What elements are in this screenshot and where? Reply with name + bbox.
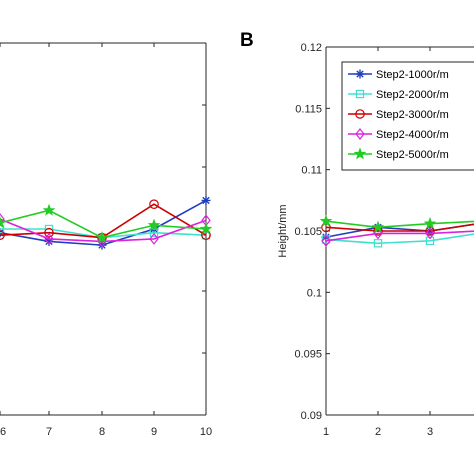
legend-marker [355,109,365,119]
panel-a-data-point [201,195,211,205]
marker-stroke [202,196,210,205]
panel-b-data-point [319,214,333,227]
panel-b-y-tick-label: 0.09 [301,410,322,422]
panel-b-y-tick-label: 0.105 [294,226,322,238]
panel-b-data-point [425,226,435,236]
panel-a-x-tick-label: 7 [46,426,52,438]
panel-b-x-tick-label: 3 [427,426,433,438]
panel-a-data-point [0,224,5,234]
panel-a-x-tick-label: 9 [151,426,157,438]
panel-a-data-point [42,203,56,216]
legend-entry: Step2-2000r/m [348,89,449,101]
legend-entry: Step2-3000r/m [348,109,449,121]
panel-a-x-tick-label: 8 [99,426,105,438]
panel-a-series-5 [0,203,213,244]
panel-b-series-line [325,223,474,232]
legend-entry: Step2-5000r/m [348,147,449,161]
legend-label: Step2-3000r/m [376,109,449,121]
panel-b-x-tick-label: 2 [375,426,381,438]
panel-b-data-point [371,220,385,233]
panel-a-series-line [0,203,207,239]
legend-label: Step2-1000r/m [376,69,449,81]
panel-b-y-axis-label: Height/mm [277,204,289,257]
legend-marker [355,89,365,99]
legend-entry: Step2-4000r/m [348,128,449,141]
panel-b-data-point [425,236,435,246]
panel-a-data-point [0,213,5,226]
panel-b-data-point [423,216,437,230]
legend-entry: Step2-1000r/m [348,69,449,81]
panel-b-y-tick-label: 0.12 [301,42,322,54]
panel-b-chart: 0.09 0.095 0.1 0.105 0.11 0.115 0.12 1 2 3 Height/… [277,42,474,438]
panel-a-data-point [149,228,159,237]
panel-a-data-point [0,216,7,229]
legend-marker [355,128,365,140]
panel-a-data-point [199,222,213,235]
panel-a-data-point [149,199,159,209]
panel-b-legend: Step2-1000r/m Step2-2000r/m Step2-3000r/m S… [341,61,474,171]
marker-stroke [0,229,4,234]
panel-b-y-tick-label: 0.11 [301,165,322,177]
legend-label: Step2-5000r/m [376,149,449,161]
panel-b-data-point [321,234,331,247]
legend-label: Step2-2000r/m [376,89,449,101]
panel-a-data-point [44,227,54,238]
legend-marker [353,147,367,160]
panel-b-series-line [325,230,474,242]
panel-a-data-point [44,232,54,245]
panel-b-series-5 [319,214,474,233]
panel-b-series-2 [321,233,474,248]
panel-a-data-point [149,232,159,245]
panel-b-data-point [425,227,435,240]
panel-a-data-point [95,231,109,244]
panel-b-y-tick-label: 0.115 [295,103,322,115]
panel-b-x-tick-label: 1 [323,426,329,438]
panel-b-y-tick-label: 0.1 [307,287,322,299]
legend-label: Step2-4000r/m [376,129,449,141]
panel-a-series-line [0,218,207,243]
panel-b-y-tick-label: 0.095 [294,349,322,361]
panel-a-chart: 6 7 8 9 10 [0,42,213,438]
panel-a-x-tick-label: 6 [0,426,6,438]
marker-stroke [356,70,364,78]
panel-a-x-tick-label: 10 [200,426,212,438]
panel-b-data-point [373,239,383,248]
panel-a-data-point [0,230,5,240]
panel-b-label: B [240,30,254,51]
panel-a-data-point [147,218,161,231]
legend-marker [355,69,365,79]
panel-b-series-line [325,220,474,229]
panel-b-series-line [325,233,474,245]
